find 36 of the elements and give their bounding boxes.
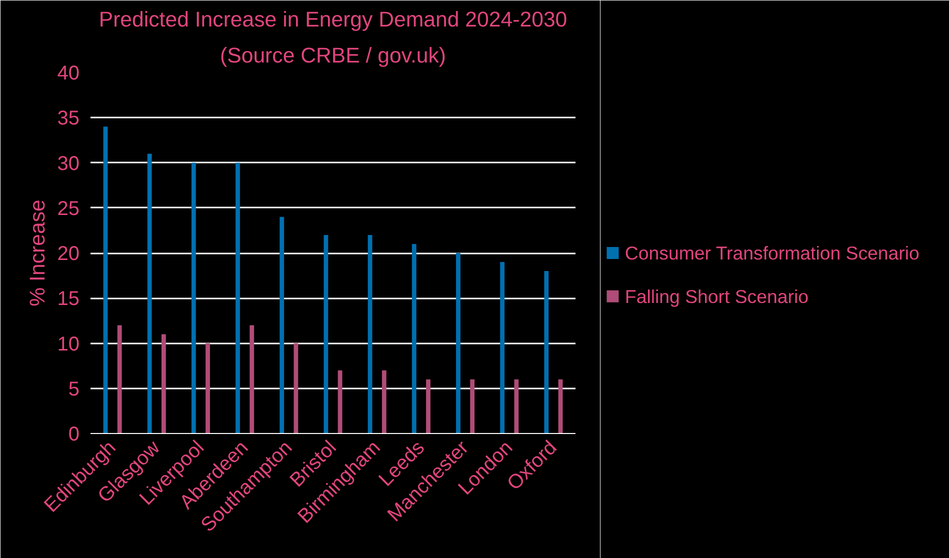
bar <box>338 370 342 434</box>
bar <box>103 126 108 434</box>
bar <box>544 271 549 434</box>
bar <box>147 154 152 434</box>
bar <box>456 253 460 434</box>
bar <box>236 162 240 434</box>
y-tick-label: 0 <box>68 424 80 446</box>
y-tick-label: 20 <box>57 243 80 265</box>
y-tick-label: 5 <box>68 378 80 400</box>
bar <box>368 234 372 434</box>
bar <box>412 244 416 434</box>
bar <box>161 334 166 434</box>
y-tick-label: 40 <box>57 62 80 84</box>
bar <box>280 216 284 434</box>
bar <box>382 370 386 434</box>
bar <box>294 343 298 434</box>
bar <box>426 379 430 434</box>
bar <box>500 262 505 434</box>
legend-label: Falling Short Scenario <box>624 286 808 307</box>
bar <box>324 234 328 434</box>
y-axis-title: % Increase <box>25 200 50 306</box>
y-tick-label: 30 <box>57 152 80 175</box>
bar <box>191 162 196 434</box>
y-tick-label: 35 <box>57 108 80 130</box>
bar <box>206 343 210 434</box>
chart-title: Predicted Increase in Energy Demand 2024-2030 <box>98 8 568 32</box>
chart-subtitle: (Source CRBE / gov.uk) <box>220 44 446 68</box>
legend-label: Consumer Transformation Scenario <box>624 242 920 264</box>
y-tick-label: 10 <box>57 333 80 356</box>
bar <box>470 379 475 434</box>
bar <box>514 379 519 434</box>
bar <box>250 325 254 434</box>
bar <box>558 379 563 434</box>
y-tick-label: 25 <box>57 198 80 220</box>
bar <box>117 325 122 434</box>
y-tick-label: 15 <box>57 288 80 310</box>
